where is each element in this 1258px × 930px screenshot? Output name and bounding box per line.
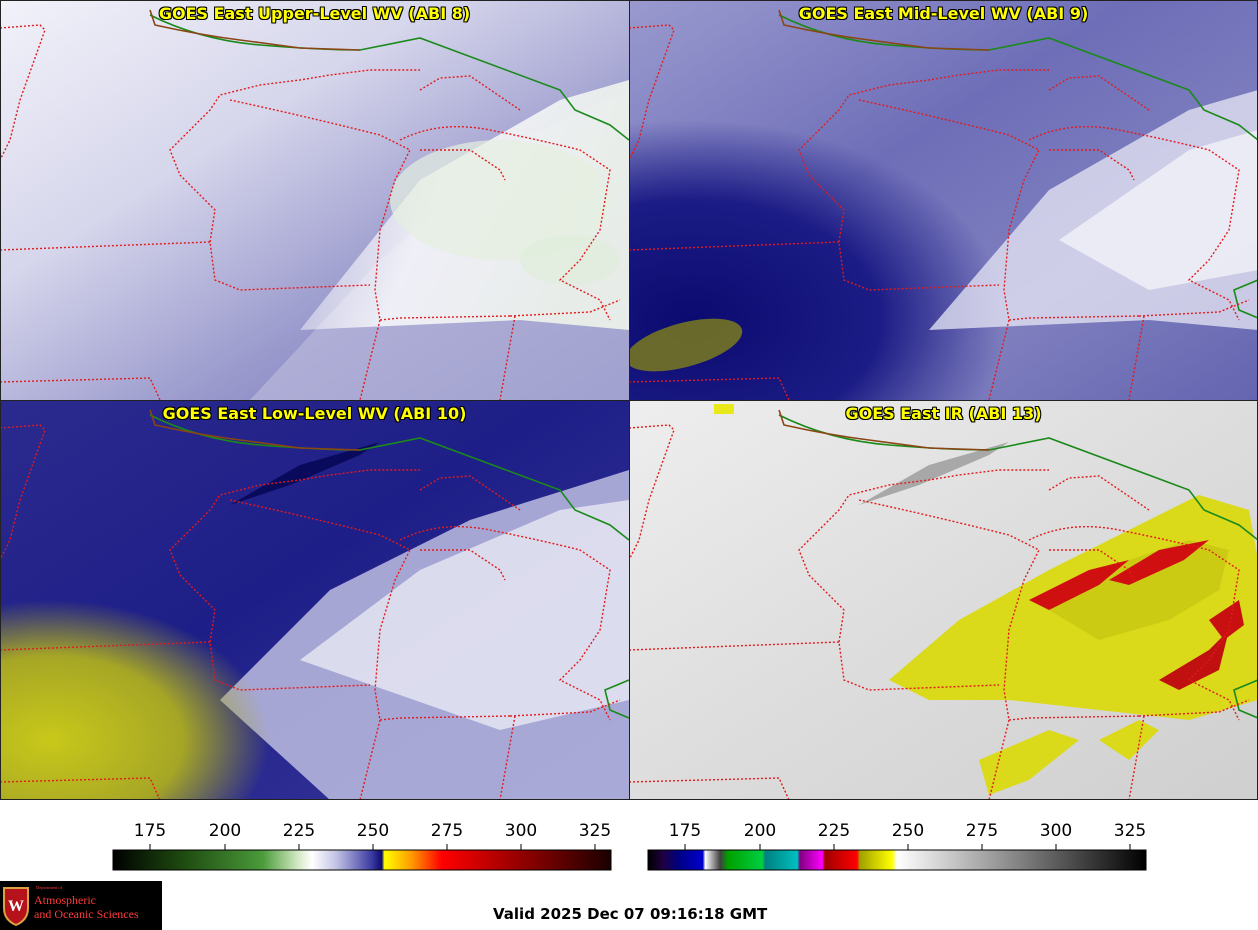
colorbar-tick-label: 175: [669, 821, 701, 841]
colorbar-tick-label: 250: [892, 821, 924, 841]
colorbar-tick-label: 175: [134, 821, 166, 841]
map-borders-overlay: [0, 409, 629, 800]
panel-title: GOES East IR (ABI 13): [845, 404, 1042, 423]
panel-title: GOES East Mid-Level WV (ABI 9): [798, 4, 1089, 23]
panels-frame: [0, 0, 1258, 800]
map-borders-overlay: [0, 9, 629, 400]
logo-line-1: Atmospheric: [34, 893, 96, 907]
colorbar-tick-label: 300: [1040, 821, 1072, 841]
panel-title: GOES East Low-Level WV (ABI 10): [162, 404, 467, 423]
colorbar-tick-label: 325: [1114, 821, 1146, 841]
colorbar-wv-graphic: 175 200 225 250 275 300 325: [112, 821, 612, 871]
valid-time: Valid 2025 Dec 07 09:16:18 GMT: [493, 905, 768, 923]
logo-department: Department of: [36, 885, 63, 890]
ir-image: [629, 400, 1258, 800]
aos-logo: W Department of Atmospheric and Oceanic …: [0, 881, 162, 930]
colorbar-water-vapor: 175 200 225 250 275 300 325: [110, 815, 615, 875]
colorbar-tick-label: 200: [744, 821, 776, 841]
colorbar-tick-label: 250: [357, 821, 389, 841]
mid-wv-image: [629, 0, 1258, 400]
map-borders-overlay: [629, 9, 1258, 400]
colorbar-tick-label: 225: [818, 821, 850, 841]
panel-title: GOES East Upper-Level WV (ABI 8): [158, 4, 471, 23]
panel-mid-level-wv: GOES East Mid-Level WV (ABI 9): [629, 0, 1258, 400]
colorbar-tick-label: 275: [966, 821, 998, 841]
upper-wv-image: [0, 0, 629, 400]
colorbar-ir-graphic: 175 200 225 250 275 300 325: [647, 821, 1147, 871]
map-borders-overlay: [629, 409, 1258, 800]
panel-low-level-wv: GOES East Low-Level WV (ABI 10): [0, 400, 629, 800]
svg-text:W: W: [8, 898, 24, 915]
logo-line-2: and Oceanic Sciences: [34, 907, 139, 921]
colorbar-tick-label: 300: [505, 821, 537, 841]
panel-divider-horizontal: [0, 400, 1258, 401]
colorbar-tick-label: 325: [579, 821, 611, 841]
panel-ir: GOES East IR (ABI 13): [629, 400, 1258, 800]
colorbar-tick-label: 275: [431, 821, 463, 841]
low-wv-image: [0, 400, 629, 800]
panel-upper-level-wv: GOES East Upper-Level WV (ABI 8): [0, 0, 629, 400]
colorbar-infrared: 175 200 225 250 275 300 325: [645, 815, 1150, 875]
colorbar-tick-label: 200: [209, 821, 241, 841]
colorbar-tick-label: 225: [283, 821, 315, 841]
uw-crest-icon: W: [3, 887, 29, 926]
